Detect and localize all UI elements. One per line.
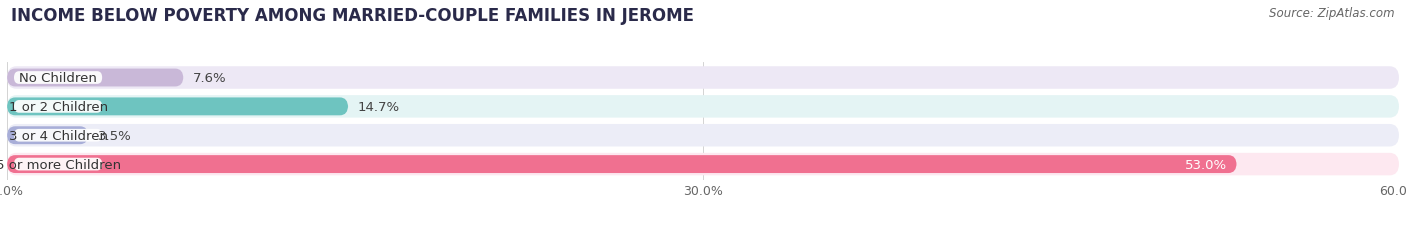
FancyBboxPatch shape (7, 155, 1237, 173)
Text: 3.5%: 3.5% (97, 129, 131, 142)
Text: 1 or 2 Children: 1 or 2 Children (8, 100, 108, 113)
Text: 3 or 4 Children: 3 or 4 Children (8, 129, 108, 142)
Text: Source: ZipAtlas.com: Source: ZipAtlas.com (1270, 7, 1395, 20)
Text: 7.6%: 7.6% (193, 72, 226, 85)
FancyBboxPatch shape (14, 100, 103, 113)
FancyBboxPatch shape (7, 98, 349, 116)
Text: 53.0%: 53.0% (1185, 158, 1227, 171)
Text: 5 or more Children: 5 or more Children (0, 158, 121, 171)
FancyBboxPatch shape (14, 158, 103, 171)
FancyBboxPatch shape (7, 127, 89, 145)
Text: INCOME BELOW POVERTY AMONG MARRIED-COUPLE FAMILIES IN JEROME: INCOME BELOW POVERTY AMONG MARRIED-COUPL… (11, 7, 695, 25)
FancyBboxPatch shape (14, 129, 103, 142)
FancyBboxPatch shape (7, 67, 1399, 89)
FancyBboxPatch shape (7, 96, 1399, 118)
FancyBboxPatch shape (7, 69, 183, 87)
FancyBboxPatch shape (7, 125, 1399, 147)
FancyBboxPatch shape (14, 72, 103, 85)
Text: No Children: No Children (20, 72, 97, 85)
Text: 14.7%: 14.7% (357, 100, 399, 113)
FancyBboxPatch shape (7, 153, 1399, 176)
